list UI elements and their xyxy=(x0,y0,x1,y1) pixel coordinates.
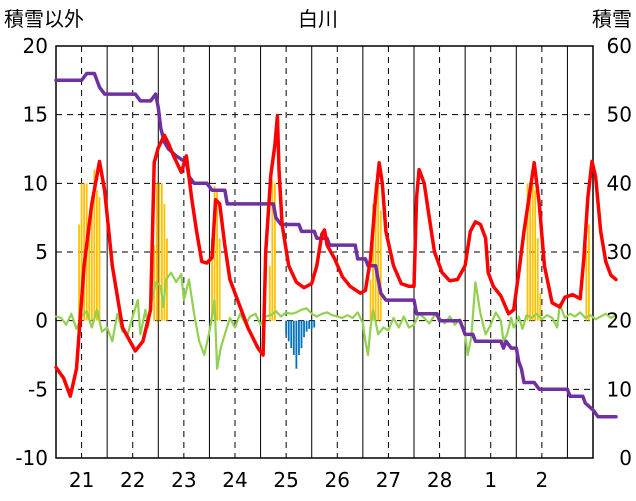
bar-series xyxy=(78,169,590,369)
x-tick-label: 2 xyxy=(535,468,548,492)
snowfall-bar xyxy=(80,183,83,321)
snowfall-bar xyxy=(526,183,529,321)
precip_neg-bar xyxy=(300,320,303,349)
precip_neg-bar xyxy=(298,320,300,355)
snowfall-bar xyxy=(268,265,271,321)
y-tick-right: 50 xyxy=(607,103,632,127)
x-tick-label: 28 xyxy=(427,468,452,492)
y-tick-right: 60 xyxy=(607,34,632,58)
snowfall-bar xyxy=(273,183,276,321)
y-tick-right: 0 xyxy=(619,446,632,470)
precip_neg-bar xyxy=(313,320,316,328)
snowfall-bar xyxy=(88,224,91,321)
y-tick-left: 20 xyxy=(23,34,48,58)
snowfall-bar xyxy=(155,183,158,321)
precip_neg-bar xyxy=(310,320,313,329)
x-tick-label: 26 xyxy=(325,468,350,492)
x-tick-label: 27 xyxy=(376,468,401,492)
precip_neg-bar xyxy=(292,320,295,355)
x-tick-label: 1 xyxy=(484,468,497,492)
snowfall-bar xyxy=(529,183,531,321)
snowfall-bar xyxy=(213,186,216,321)
snowfall-bar xyxy=(78,224,80,321)
x-tick-label: 22 xyxy=(120,468,145,492)
precip_neg-bar xyxy=(287,320,290,342)
precip_neg-bar xyxy=(305,320,308,332)
y-tick-left: 10 xyxy=(23,171,48,195)
snowfall-bar xyxy=(163,203,166,321)
y-tick-left: 0 xyxy=(35,309,48,333)
snow_depth-line xyxy=(54,71,618,419)
temperature-line xyxy=(54,114,618,398)
snowfall-bar xyxy=(539,293,542,321)
y-axis-left-label: 積雪以外 xyxy=(4,7,84,31)
snowfall-bar xyxy=(536,238,539,321)
snowfall-bar xyxy=(585,245,588,321)
snowfall-bar xyxy=(271,180,274,321)
precip_neg-bar xyxy=(295,320,298,369)
snowfall-bar xyxy=(158,183,161,321)
y-axis-right-label: 積雪 xyxy=(592,7,632,31)
precip_neg-bar xyxy=(303,320,305,338)
snowfall-bar xyxy=(369,279,372,321)
chart-title: 白川 xyxy=(298,7,338,31)
y-tick-right: 10 xyxy=(607,377,632,401)
x-tick-label: 21 xyxy=(69,468,94,492)
precip_neg-bar xyxy=(285,320,288,335)
snowfall-bar xyxy=(153,245,156,321)
snowfall-bar xyxy=(211,238,213,321)
snowfall-bar xyxy=(588,224,590,321)
snowfall-bar xyxy=(218,238,221,321)
y-tick-left: -10 xyxy=(15,446,48,470)
snowfall-bar xyxy=(374,183,377,321)
x-tick-label: 23 xyxy=(171,468,196,492)
y-tick-left: 15 xyxy=(23,103,48,127)
y-tick-left: -5 xyxy=(28,377,48,401)
x-tick-label: 24 xyxy=(222,468,247,492)
precip_neg-bar xyxy=(308,320,311,329)
snowfall-bar xyxy=(93,169,96,321)
y-tick-right: 30 xyxy=(607,240,632,264)
snowfall-bar xyxy=(98,197,101,321)
snowfall-bar xyxy=(96,190,98,321)
x-tick-label: 25 xyxy=(273,468,298,492)
precip_neg-bar xyxy=(290,320,293,349)
snowfall-bar xyxy=(90,197,93,321)
snowfall-bar xyxy=(379,210,382,321)
snowfall-bar xyxy=(160,183,163,321)
snowfall-bar xyxy=(377,183,380,321)
snowfall-bar xyxy=(531,183,534,321)
y-tick-left: 5 xyxy=(35,240,48,264)
y-tick-right: 40 xyxy=(607,171,632,195)
snowfall-bar xyxy=(372,203,374,321)
snowfall-bar xyxy=(534,190,537,321)
line-series xyxy=(54,71,618,419)
y-tick-right: 20 xyxy=(607,309,632,333)
snowfall-bar xyxy=(216,190,218,321)
